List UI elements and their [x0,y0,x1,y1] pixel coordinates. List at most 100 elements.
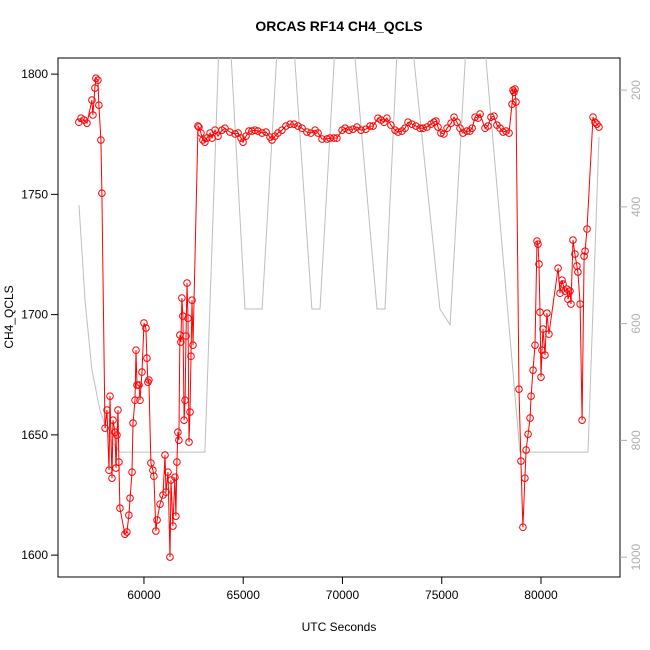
data-point [132,346,140,355]
data-point [408,120,416,128]
data-point [171,473,179,481]
data-point [258,129,266,137]
data-point [567,300,575,308]
data-point [125,511,133,519]
data-point [138,368,146,376]
data-point [91,84,99,92]
data-point [221,124,229,133]
data-point [278,126,286,134]
data-point [558,276,566,285]
data-point [114,406,122,414]
data-point [183,279,191,287]
data-point [286,120,294,128]
data-point [453,118,461,127]
data-point [430,118,438,127]
data-point [508,100,516,108]
data-point [580,252,588,260]
data-point [589,113,597,121]
data-point [262,128,270,136]
data-point [112,464,120,472]
data-point [412,122,420,130]
data-point [581,247,589,255]
data-point [182,332,190,340]
data-point [239,138,247,146]
data-point [531,341,539,349]
x-tick-label: 70000 [326,588,360,602]
data-point [174,428,182,437]
data-point [201,138,209,146]
data-point [142,324,150,332]
data-point [298,124,306,133]
data-point [172,512,180,520]
data-point [578,416,586,424]
data-point [140,319,148,327]
data-point [153,516,161,524]
data-point [83,119,91,127]
series-line [78,77,600,558]
y-axis-label: CH4_QCLS [2,285,16,348]
data-point [166,553,174,561]
data-point [98,189,106,197]
data-point [150,472,158,481]
data-point [583,225,591,233]
data-point [178,294,186,302]
y-tick-label: 1700 [21,308,48,322]
data-point [237,134,245,142]
data-point [474,114,482,122]
data-point [349,125,357,133]
y2-tick-label: 800 [629,430,643,450]
data-point [97,136,105,144]
data-point [569,236,577,244]
data-point [511,85,519,93]
data-point [545,330,553,338]
data-point [524,430,532,438]
data-point [476,110,484,118]
data-point [510,88,518,96]
x-tick-label: 60000 [127,588,161,602]
data-point [566,287,574,295]
data-point [175,436,183,444]
data-point [214,132,222,140]
data-point [282,122,290,130]
data-point [330,134,338,142]
data-point [505,129,513,137]
data-point [512,98,520,106]
data-point [105,466,113,475]
data-point [440,130,448,138]
data-point [543,309,551,317]
data-point [556,289,564,298]
data-point [143,354,151,362]
data-point [595,123,603,131]
data-point [559,280,567,288]
data-point [184,314,192,323]
data-point [539,325,547,333]
data-point [341,124,349,133]
data-point [434,123,442,131]
data-point [180,416,188,424]
data-point [181,396,189,405]
data-point [129,419,137,427]
data-point [95,101,103,109]
data-point [318,135,326,143]
plot-area [75,58,603,561]
data-point [197,129,205,137]
data-point [357,126,365,134]
data-point [314,129,322,137]
data-point [245,127,253,135]
data-point [162,488,170,496]
data-point [394,128,402,136]
data-point [574,268,582,276]
data-point [185,438,193,446]
plot-box [57,57,621,578]
data-point [94,76,102,84]
data-point [101,424,109,432]
data-point [187,352,195,361]
data-point [447,119,455,127]
data-point [541,351,549,359]
data-point [88,96,96,104]
data-point [145,376,153,384]
data-point [116,504,124,513]
data-point [345,126,353,134]
data-point [164,468,172,476]
